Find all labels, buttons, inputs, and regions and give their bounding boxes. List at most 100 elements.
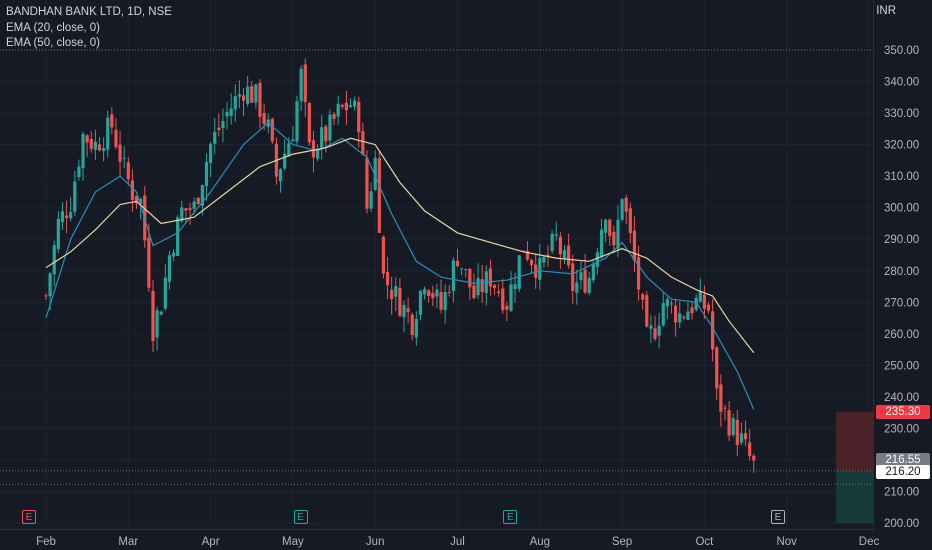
candle-body — [398, 287, 402, 316]
candle-body — [538, 258, 542, 280]
ema20-legend[interactable]: EMA (20, close, 0) — [6, 21, 100, 34]
candle-body — [139, 198, 143, 204]
stop-loss-zone — [836, 411, 874, 471]
candle-body — [748, 442, 752, 456]
y-tick-label: 250.00 — [884, 360, 919, 372]
candle-body — [262, 112, 266, 124]
candle-body — [324, 126, 328, 142]
candle-body — [620, 199, 624, 220]
candle-body — [546, 254, 550, 256]
candle-body — [299, 68, 303, 102]
candle-body — [517, 255, 521, 289]
candle-body — [690, 307, 694, 314]
candle-body — [567, 245, 571, 266]
candle-body — [488, 268, 493, 287]
candle-body — [562, 250, 567, 259]
x-axis-ticks: Feb Mar Apr May Jun Jul Aug Sep Oct Nov Dec — [36, 536, 879, 548]
candle-body — [431, 292, 435, 299]
candle-body — [246, 86, 250, 104]
earnings-marker[interactable]: E — [770, 510, 785, 524]
y-tick-label: 300.00 — [884, 203, 919, 215]
candle-body — [641, 294, 645, 300]
candle-body — [151, 290, 155, 342]
time-axis[interactable] — [0, 529, 874, 550]
candle-body — [114, 129, 118, 148]
candle-body — [591, 263, 595, 281]
candle-body — [320, 127, 324, 149]
candle-body — [180, 207, 184, 222]
candle-body — [102, 148, 106, 152]
candle-body — [258, 82, 262, 117]
candle-body — [739, 433, 744, 443]
x-tick-label: Dec — [859, 536, 880, 548]
candle-body — [604, 219, 608, 233]
candle-body — [278, 169, 283, 182]
symbol-title[interactable]: BANDHAN BANK LTD, 1D, NSE — [6, 6, 172, 18]
candle-body — [332, 114, 336, 119]
candle-body — [221, 121, 225, 129]
candle-body — [287, 143, 291, 157]
ema50-legend[interactable]: EMA (50, close, 0) — [6, 37, 100, 49]
x-tick-label: Apr — [202, 536, 220, 548]
candle-body — [283, 153, 287, 169]
candle-body — [706, 304, 711, 311]
y-tick-label: 350.00 — [884, 45, 919, 57]
candle-body — [213, 132, 217, 144]
candle-body — [476, 278, 480, 296]
candle-body — [303, 64, 307, 103]
candle-body — [583, 269, 587, 293]
candle-body — [176, 217, 180, 257]
candle-body — [60, 211, 65, 223]
position-zones — [836, 411, 874, 523]
candle-body — [513, 284, 517, 289]
candle-body — [118, 144, 122, 162]
candle-body — [595, 252, 600, 267]
candle-body — [435, 289, 439, 297]
candle-body — [624, 197, 628, 212]
y-tick-label: 290.00 — [884, 234, 919, 246]
horizontal-lines — [0, 49, 874, 485]
candle-body — [126, 162, 130, 180]
candle-body — [534, 264, 538, 278]
grid-lines — [0, 0, 874, 530]
candle-body — [550, 233, 554, 252]
candle-body — [616, 219, 620, 249]
candle-body — [89, 138, 93, 149]
x-tick-label: May — [282, 536, 304, 548]
x-tick-label: Mar — [118, 536, 138, 548]
candle-body — [390, 289, 394, 300]
candle-body — [410, 314, 414, 336]
candle-body — [608, 219, 612, 237]
candle-body — [270, 118, 274, 142]
x-tick-label: Jul — [450, 536, 465, 548]
candle-body — [521, 250, 525, 252]
earnings-marker[interactable]: E — [22, 510, 36, 524]
candle-body — [480, 279, 484, 293]
candle-body — [44, 295, 48, 297]
candle-body — [348, 105, 353, 107]
candle-body — [414, 319, 418, 338]
candle-body — [460, 268, 464, 270]
candle-body — [587, 277, 591, 293]
candle-body — [402, 304, 406, 318]
ema-price-tag: 216.55 — [876, 453, 930, 467]
candle-body — [657, 325, 661, 336]
earnings-marker[interactable]: E — [293, 510, 308, 524]
candle-body — [134, 195, 139, 204]
candle-body — [743, 433, 748, 440]
candle-body — [167, 255, 172, 282]
ema50-line — [45, 137, 755, 354]
candle-body — [85, 135, 89, 143]
price-axis[interactable] — [873, 0, 932, 530]
x-tick-label: Sep — [612, 536, 632, 548]
earnings-marker[interactable]: E — [503, 510, 518, 524]
candle-body — [73, 181, 77, 212]
candle-body — [636, 257, 641, 290]
candle-body — [505, 305, 509, 310]
candle-body — [171, 252, 176, 257]
candle-body — [81, 133, 85, 169]
candle-body — [406, 308, 410, 313]
candle-body — [542, 257, 546, 263]
candle-body — [394, 286, 398, 297]
